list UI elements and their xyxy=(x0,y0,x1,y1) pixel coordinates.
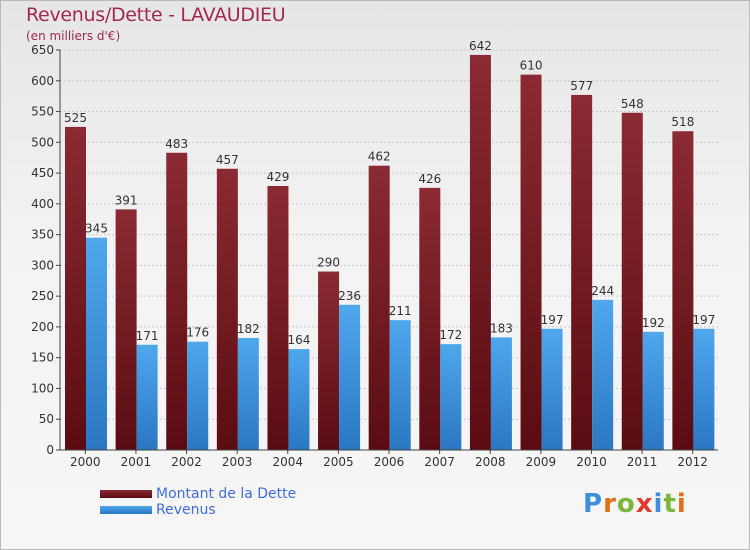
x-tick-label: 2003 xyxy=(222,455,253,469)
data-label-debt: 391 xyxy=(115,193,138,207)
x-tick-label: 2005 xyxy=(323,455,354,469)
data-label-debt: 457 xyxy=(216,153,239,167)
data-label-revenue: 192 xyxy=(642,316,665,330)
data-label-debt: 290 xyxy=(317,256,340,270)
y-tick-label: 350 xyxy=(31,228,54,242)
bar-debt xyxy=(621,112,643,451)
bar-debt xyxy=(267,186,289,450)
bar-debt xyxy=(672,131,694,450)
data-label-revenue: 211 xyxy=(389,304,412,318)
data-label-revenue: 236 xyxy=(338,289,361,303)
bar-debt xyxy=(520,74,542,450)
bar-debt xyxy=(368,165,390,450)
logo-letter: r xyxy=(603,489,617,519)
logo-letter: i xyxy=(676,489,687,519)
data-label-debt: 483 xyxy=(165,137,188,151)
legend-swatch-revenue xyxy=(100,506,152,514)
data-label-debt: 642 xyxy=(469,39,492,53)
data-label-debt: 525 xyxy=(64,111,87,125)
y-tick-label: 450 xyxy=(31,166,54,180)
bar-debt xyxy=(216,168,238,450)
y-tick-label: 500 xyxy=(31,135,54,149)
bar-revenue xyxy=(440,344,462,450)
data-label-debt: 426 xyxy=(418,172,441,186)
data-label-revenue: 176 xyxy=(186,326,209,340)
bar-revenue xyxy=(693,328,715,450)
chart-title: Revenus/Dette - LAVAUDIEU xyxy=(26,4,286,26)
data-label-debt: 548 xyxy=(621,97,644,111)
y-tick-label: 250 xyxy=(31,289,54,303)
legend-label-debt: Montant de la Dette xyxy=(156,486,297,502)
bar-revenue xyxy=(237,338,259,450)
data-label-debt: 610 xyxy=(520,59,543,73)
y-tick-label: 600 xyxy=(31,74,54,88)
y-tick-label: 100 xyxy=(31,381,54,395)
logo-letter: o xyxy=(616,489,636,519)
legend-swatch-debt xyxy=(100,490,152,498)
bar-revenue xyxy=(187,341,209,450)
x-tick-label: 2011 xyxy=(627,455,658,469)
bar-debt xyxy=(469,54,491,451)
x-tick-label: 2007 xyxy=(424,455,455,469)
y-tick-label: 50 xyxy=(39,412,54,426)
logo-letter: t xyxy=(663,489,677,519)
bar-debt xyxy=(571,94,593,450)
x-tick-label: 2004 xyxy=(272,455,303,469)
y-tick-label: 300 xyxy=(31,258,54,272)
chart-subtitle: (en milliers d'€) xyxy=(26,29,121,43)
bar-debt xyxy=(65,126,86,450)
data-label-debt: 462 xyxy=(368,150,391,164)
bar-debt xyxy=(419,187,441,450)
bar-debt xyxy=(166,152,188,450)
data-label-revenue: 197 xyxy=(541,313,564,327)
data-label-revenue: 244 xyxy=(591,284,614,298)
chart-legend: Montant de la Dette Revenus xyxy=(100,486,296,518)
y-tick-label: 150 xyxy=(31,351,54,365)
data-label-revenue: 164 xyxy=(288,333,311,347)
y-tick-label: 650 xyxy=(31,43,54,57)
legend-item-debt: Montant de la Dette xyxy=(100,486,296,502)
bar-revenue xyxy=(288,349,310,450)
x-tick-label: 2002 xyxy=(171,455,202,469)
x-tick-label: 2009 xyxy=(526,455,557,469)
bar-revenue xyxy=(642,331,664,450)
y-tick-label: 400 xyxy=(31,197,54,211)
bar-revenue xyxy=(490,337,512,450)
bar-revenue xyxy=(339,304,361,450)
logo-letter: x xyxy=(635,489,654,519)
data-label-revenue: 171 xyxy=(136,329,159,343)
x-tick-label: 2008 xyxy=(475,455,506,469)
bar-revenue xyxy=(389,320,411,450)
x-tick-label: 2001 xyxy=(121,455,152,469)
data-label-revenue: 345 xyxy=(85,222,108,236)
bar-revenue xyxy=(86,237,107,450)
data-label-revenue: 197 xyxy=(692,313,715,327)
data-label-debt: 518 xyxy=(671,115,694,129)
bar-debt xyxy=(318,271,340,450)
y-tick-label: 0 xyxy=(46,443,54,457)
x-tick-label: 2012 xyxy=(677,455,708,469)
data-label-revenue: 182 xyxy=(237,322,260,336)
data-label-debt: 429 xyxy=(267,170,290,184)
proxiti-logo: Proxiti xyxy=(583,489,687,519)
bar-revenue xyxy=(541,328,563,450)
y-tick-label: 200 xyxy=(31,320,54,334)
legend-label-revenue: Revenus xyxy=(156,502,216,518)
x-tick-label: 2000 xyxy=(70,455,101,469)
bar-debt xyxy=(115,209,137,450)
legend-item-revenue: Revenus xyxy=(100,502,296,518)
bar-revenue xyxy=(592,299,614,450)
logo-letter: i xyxy=(653,489,664,519)
data-label-revenue: 172 xyxy=(439,328,462,342)
y-tick-label: 550 xyxy=(31,105,54,119)
bar-revenue xyxy=(136,344,158,450)
x-tick-label: 2010 xyxy=(576,455,607,469)
logo-letter: P xyxy=(583,489,604,519)
data-label-debt: 577 xyxy=(570,79,593,93)
x-tick-label: 2006 xyxy=(374,455,405,469)
data-label-revenue: 183 xyxy=(490,321,513,335)
